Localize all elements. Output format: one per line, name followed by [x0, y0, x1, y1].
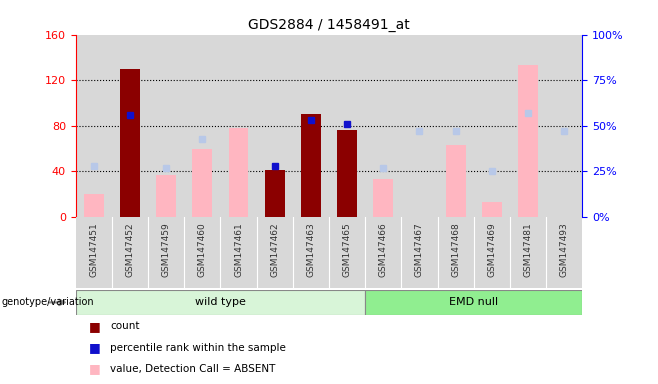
Bar: [192, 149, 213, 217]
Bar: [365, 290, 582, 315]
Bar: [301, 114, 321, 217]
Bar: [120, 69, 140, 217]
Bar: [474, 217, 510, 288]
Text: count: count: [110, 321, 139, 331]
Bar: [546, 35, 582, 217]
Bar: [184, 35, 220, 217]
Text: genotype/variation: genotype/variation: [1, 297, 94, 308]
Text: GSM147459: GSM147459: [162, 223, 170, 277]
Text: ■: ■: [89, 341, 101, 354]
Text: GSM147452: GSM147452: [126, 223, 134, 277]
Text: wild type: wild type: [195, 297, 246, 308]
Text: GSM147462: GSM147462: [270, 223, 279, 277]
Bar: [445, 145, 466, 217]
Bar: [156, 175, 176, 217]
Bar: [518, 65, 538, 217]
Bar: [329, 35, 365, 217]
Text: GSM147481: GSM147481: [524, 223, 532, 277]
Bar: [112, 217, 148, 288]
Bar: [401, 35, 438, 217]
Text: ■: ■: [89, 362, 101, 375]
Bar: [293, 35, 329, 217]
Text: GSM147465: GSM147465: [343, 223, 351, 277]
Bar: [365, 35, 401, 217]
Bar: [510, 35, 546, 217]
Bar: [257, 217, 293, 288]
Text: GSM147460: GSM147460: [198, 223, 207, 277]
Bar: [112, 35, 148, 217]
Bar: [482, 202, 502, 217]
Text: value, Detection Call = ABSENT: value, Detection Call = ABSENT: [110, 364, 275, 374]
Bar: [184, 217, 220, 288]
Title: GDS2884 / 1458491_at: GDS2884 / 1458491_at: [248, 18, 410, 32]
Text: EMD null: EMD null: [449, 297, 498, 308]
Text: GSM147467: GSM147467: [415, 223, 424, 277]
Text: percentile rank within the sample: percentile rank within the sample: [110, 343, 286, 353]
Bar: [220, 35, 257, 217]
Bar: [76, 35, 112, 217]
Bar: [148, 35, 184, 217]
Bar: [257, 35, 293, 217]
Bar: [438, 217, 474, 288]
Bar: [546, 217, 582, 288]
Text: GSM147469: GSM147469: [488, 223, 496, 277]
Text: ■: ■: [89, 383, 101, 384]
Bar: [265, 170, 285, 217]
Text: GSM147493: GSM147493: [560, 223, 569, 277]
Bar: [84, 194, 104, 217]
Bar: [76, 290, 365, 315]
Bar: [148, 217, 184, 288]
Text: GSM147463: GSM147463: [307, 223, 315, 277]
Bar: [76, 217, 112, 288]
Text: ■: ■: [89, 320, 101, 333]
Bar: [329, 217, 365, 288]
Bar: [220, 217, 257, 288]
Bar: [373, 179, 393, 217]
Text: GSM147451: GSM147451: [89, 223, 98, 277]
Bar: [228, 128, 249, 217]
Bar: [474, 35, 510, 217]
Bar: [438, 35, 474, 217]
Bar: [401, 217, 438, 288]
Text: GSM147466: GSM147466: [379, 223, 388, 277]
Text: GSM147468: GSM147468: [451, 223, 460, 277]
Bar: [337, 130, 357, 217]
Bar: [510, 217, 546, 288]
Text: GSM147461: GSM147461: [234, 223, 243, 277]
Bar: [293, 217, 329, 288]
Bar: [365, 217, 401, 288]
